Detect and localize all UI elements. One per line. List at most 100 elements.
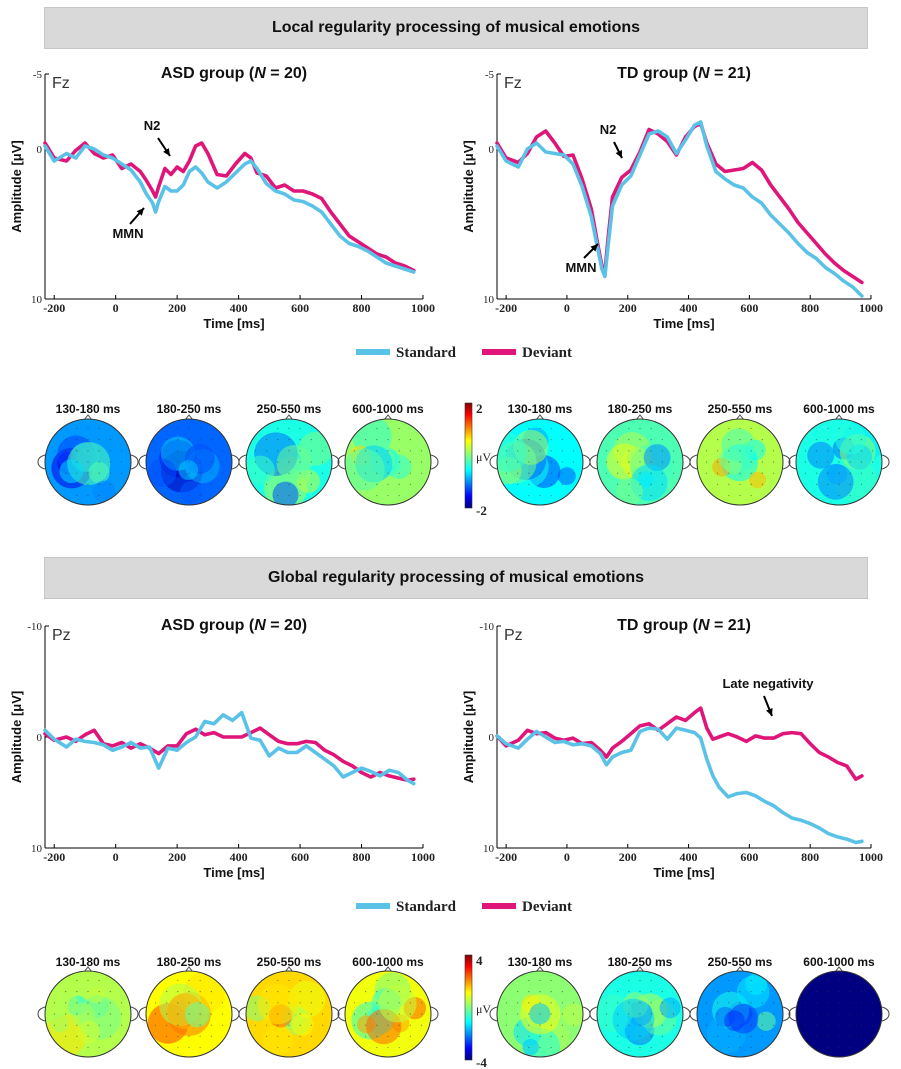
electrode-dot <box>739 979 741 982</box>
electrode-dot <box>628 1013 630 1015</box>
electrode-dot <box>650 1013 652 1015</box>
electrode-dot <box>804 461 807 463</box>
electrode-dot <box>98 427 100 430</box>
electrode-dot <box>321 1013 324 1015</box>
electrode-dot <box>750 979 752 982</box>
electrode-dot <box>550 1046 552 1049</box>
electrode-dot <box>717 439 719 441</box>
electrode-dot <box>177 439 179 441</box>
electrode-dot <box>827 439 829 441</box>
y-tick-label: 0 <box>489 144 495 156</box>
electrode-dot <box>353 472 356 474</box>
annotation-label: N2 <box>600 122 617 137</box>
electrode-dot <box>871 472 874 474</box>
electrode-dot <box>120 1002 123 1004</box>
electrode-dot <box>154 461 157 463</box>
y-tick-label: 0 <box>37 144 43 156</box>
electrode-dot <box>353 461 356 463</box>
topomap: 600-1000 ms <box>337 402 439 506</box>
electrode-dot <box>398 472 400 474</box>
electrode-dot <box>550 979 552 982</box>
electrode-dot <box>353 1002 356 1004</box>
electrode-dot <box>387 1024 389 1026</box>
electrode-dot <box>539 979 541 982</box>
electrode-dot <box>266 1035 268 1037</box>
electrode-dot <box>860 461 862 463</box>
head-nose <box>635 414 645 421</box>
x-tick-label: 600 <box>291 850 309 864</box>
electrode-dot <box>98 494 100 497</box>
electrode-dot <box>199 483 201 485</box>
electrode-dot <box>288 991 290 993</box>
potential-blob <box>659 997 681 1019</box>
electrode-dot <box>65 461 67 463</box>
electrode-dot <box>739 1024 741 1026</box>
colorbar: 4 μV -4 <box>464 953 491 1069</box>
electrode-dot <box>816 1035 818 1037</box>
electrode-dot <box>87 450 89 452</box>
electrode-dot <box>650 472 652 474</box>
head-nose <box>735 966 745 973</box>
electrode-dot <box>376 483 378 485</box>
electrode-dot <box>188 1013 190 1015</box>
electrode-dot <box>76 427 78 430</box>
electrode-dot <box>188 450 190 452</box>
electrode-dot <box>572 1013 575 1015</box>
electrode-dot <box>628 979 630 982</box>
electrode-dot <box>539 472 541 474</box>
electrode-dot <box>266 1024 268 1026</box>
head-outline <box>344 418 432 506</box>
electrode-dot <box>398 1046 400 1049</box>
electrode-dot <box>650 450 652 452</box>
topomap: 180-250 ms <box>138 402 240 506</box>
electrode-dot <box>65 439 67 441</box>
x-tick-label: 0 <box>564 301 570 315</box>
electrode-dot <box>409 1035 411 1037</box>
topomap-label: 250-550 ms <box>257 402 322 416</box>
electrode-dot <box>761 461 763 463</box>
electrode-dot <box>717 483 719 485</box>
electrode-dot <box>120 461 123 463</box>
head-outline <box>44 970 132 1058</box>
potential-blob <box>807 441 835 469</box>
electrode-dot <box>365 1024 367 1026</box>
electrode-dot <box>617 1013 619 1015</box>
electrode-dot <box>321 1024 324 1026</box>
head-outline <box>344 970 432 1058</box>
electrode-dot <box>365 461 367 463</box>
electrode-dot <box>299 1035 301 1037</box>
erp-chart-2: -200 0 200 400 600 800 1000 -10 0 10 Time [ms] Ampl… <box>9 617 435 880</box>
head-ear-right <box>430 1006 439 1022</box>
electrode-dot <box>166 461 168 463</box>
electrode-dot <box>76 1046 78 1049</box>
electrode-dot <box>860 1002 862 1004</box>
electrode-dot <box>838 991 840 993</box>
electrode-dot <box>299 439 301 441</box>
electrode-dot <box>561 472 563 474</box>
electrode-dot <box>398 483 400 485</box>
electrode-dot <box>188 991 190 993</box>
potential-blob <box>756 1011 776 1031</box>
electrode-dot <box>98 472 100 474</box>
electrode-dot <box>87 494 89 497</box>
electrode-dot <box>288 494 290 497</box>
electrode-dot <box>321 450 324 452</box>
head-ear-right <box>782 1006 791 1022</box>
electrode-dot <box>849 439 851 441</box>
electrode-dot <box>277 483 279 485</box>
electrode-dot <box>628 1024 630 1026</box>
electrode-dot <box>528 1013 530 1015</box>
electrode-dot <box>387 494 389 497</box>
electrode-dot <box>650 1024 652 1026</box>
electrode-dot <box>750 483 752 485</box>
y-tick-label: 0 <box>489 732 495 744</box>
electrode-dot <box>728 979 730 982</box>
electrode-dot <box>310 439 312 441</box>
electrode-dot <box>572 472 575 474</box>
electrode-dot <box>166 483 168 485</box>
electrode-dot <box>409 439 411 441</box>
colorbar-gradient <box>464 402 473 509</box>
electrode-dot <box>661 461 663 463</box>
electrode-dot <box>827 1002 829 1004</box>
electrode-dot <box>199 439 201 441</box>
